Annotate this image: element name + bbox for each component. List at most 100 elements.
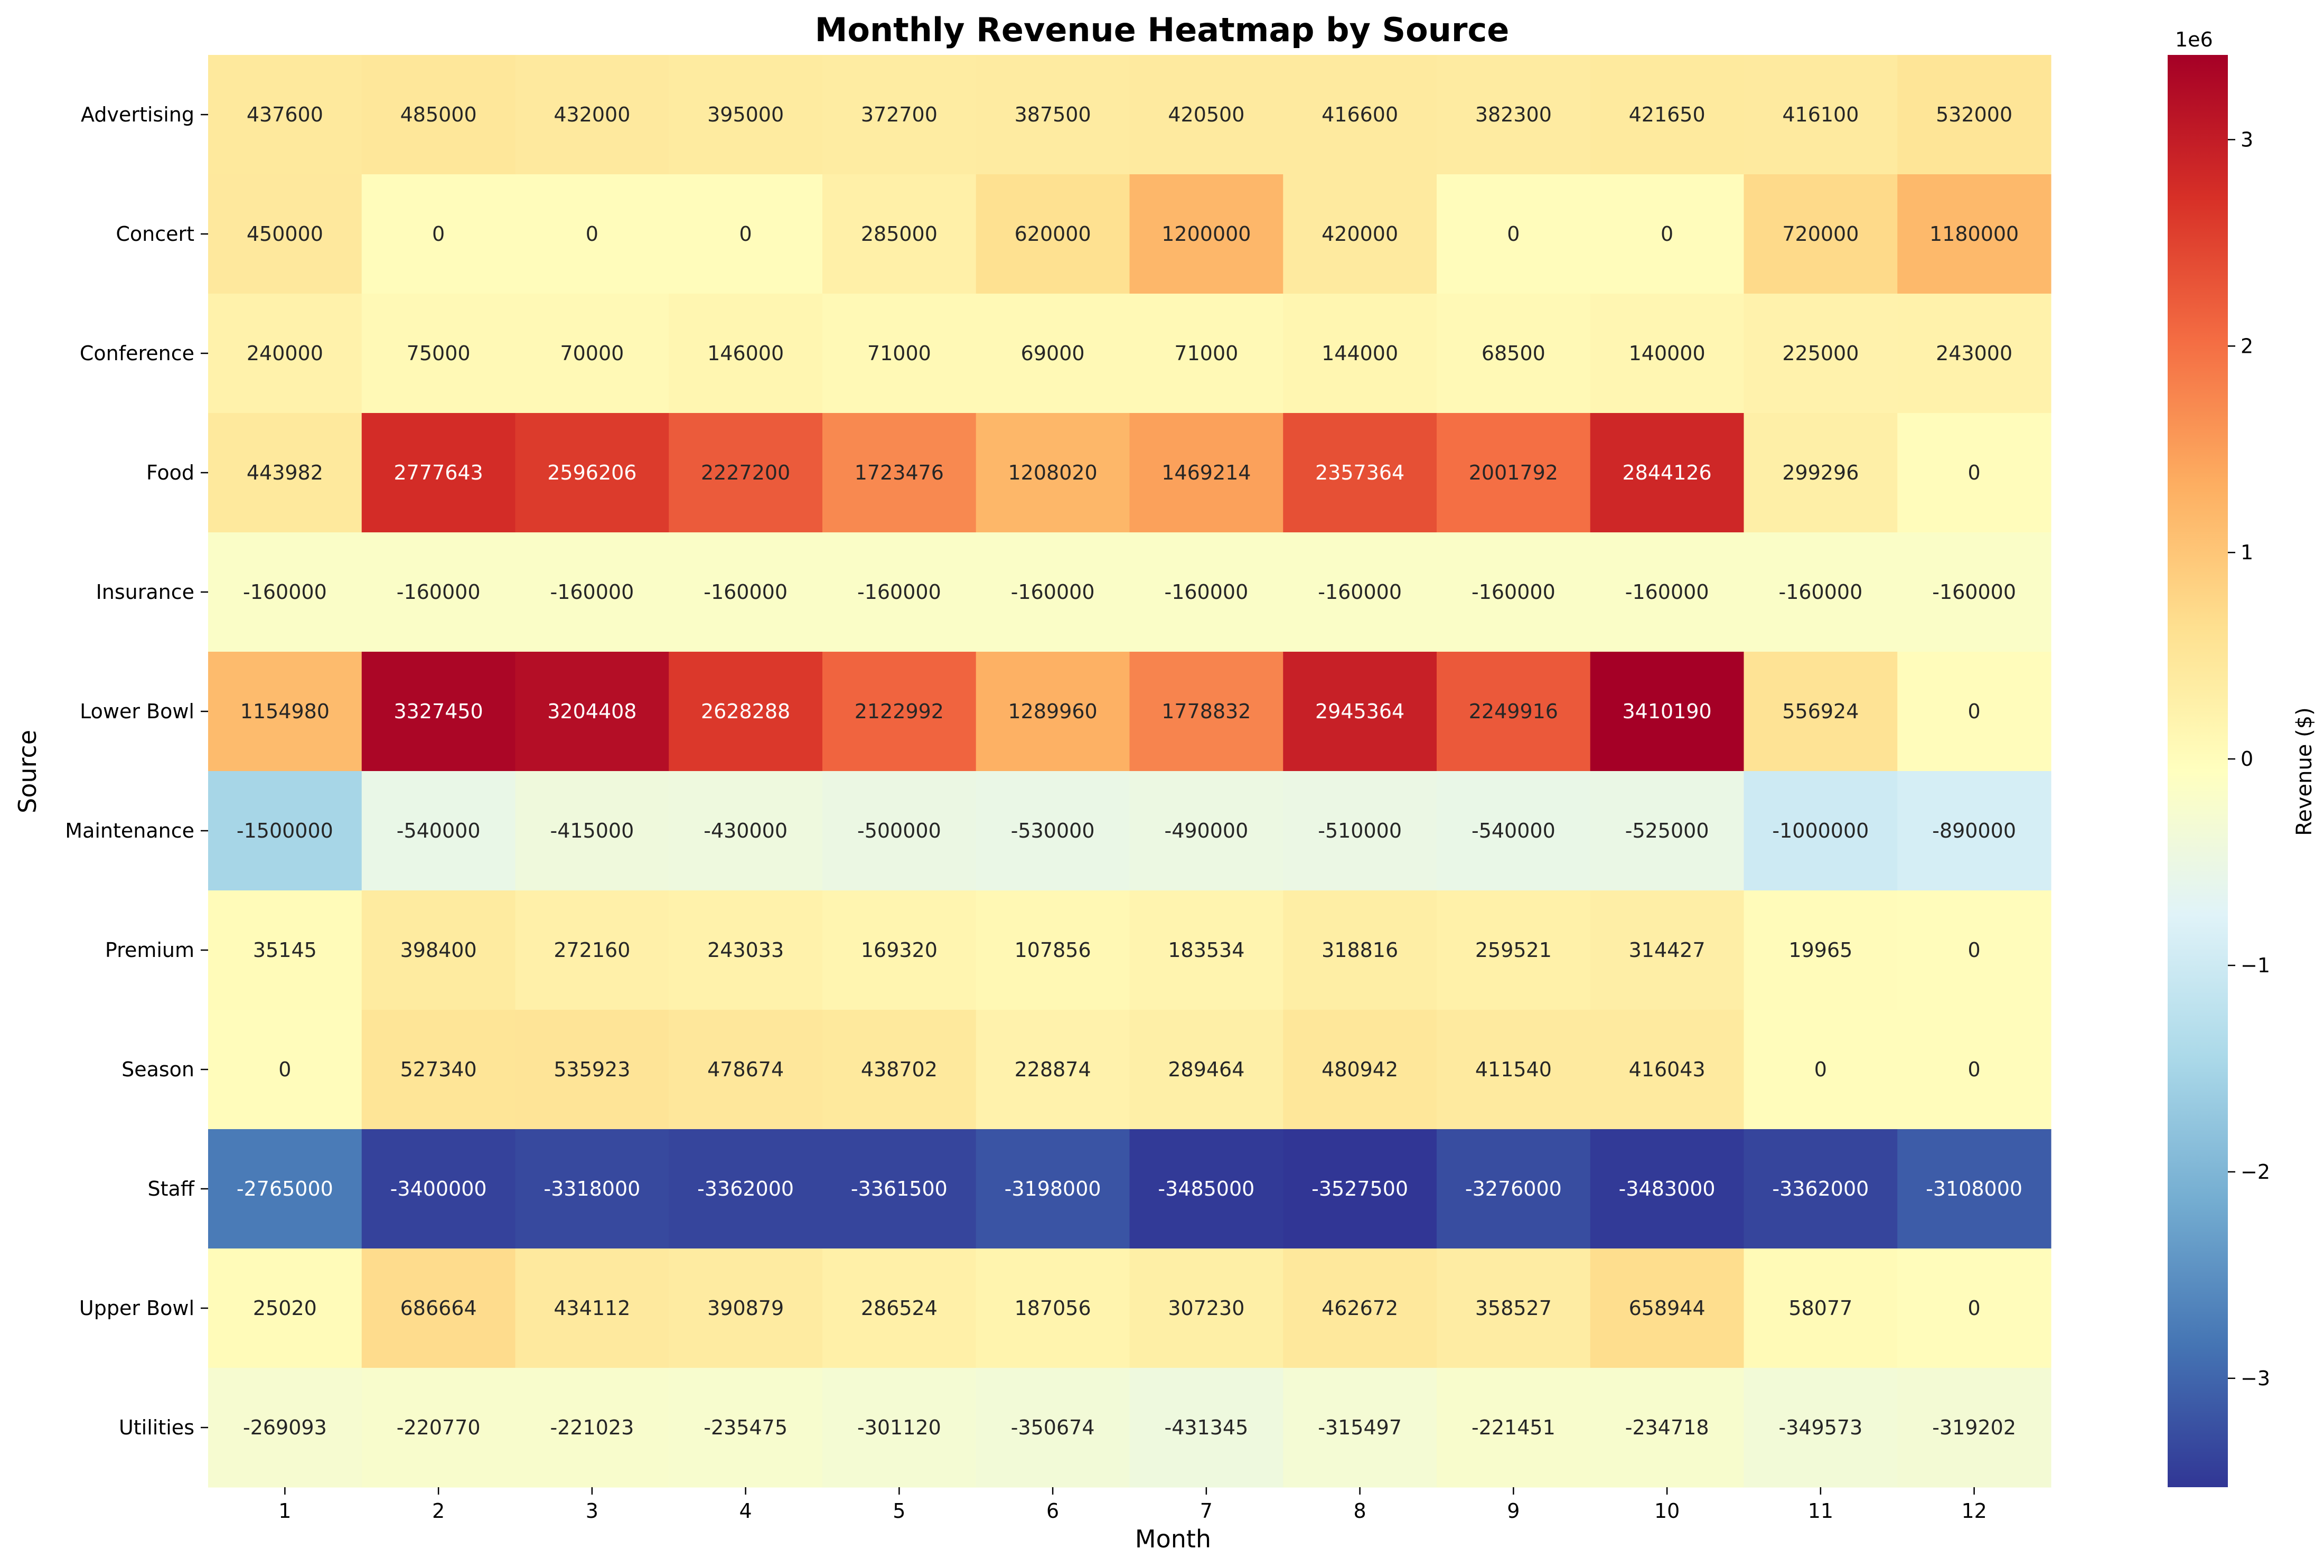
heatmap-cell xyxy=(361,294,516,414)
cell-value-label: 35145 xyxy=(253,938,317,962)
heatmap-cell xyxy=(1437,1010,1591,1130)
cell-value-label: -510000 xyxy=(1318,819,1402,842)
cell-value-label: 0 xyxy=(1814,1058,1827,1081)
cell-value-label: -315497 xyxy=(1318,1416,1402,1439)
cell-value-label: 686664 xyxy=(400,1297,477,1320)
y-tick-label: Food xyxy=(146,461,194,484)
cell-value-label: 416043 xyxy=(1629,1058,1705,1081)
y-tick-label: Upper Bowl xyxy=(79,1297,194,1320)
cell-value-label: 2628288 xyxy=(701,700,790,723)
heatmap-cell xyxy=(1437,652,1591,772)
heatmap-cell xyxy=(669,174,823,294)
heatmap-cell xyxy=(1590,532,1745,652)
cell-value-label: 462672 xyxy=(1322,1297,1398,1320)
cell-value-label: 2001792 xyxy=(1469,461,1558,484)
cell-value-label: 1208020 xyxy=(1008,461,1098,484)
cell-value-label: 443982 xyxy=(247,461,323,484)
colorbar-ticks: −3 −2 −1 0 1 2 3 xyxy=(2228,128,2270,1390)
cell-value-label: 2249916 xyxy=(1469,700,1558,723)
cell-value-label: 1154980 xyxy=(240,700,330,723)
cell-value-label: 71000 xyxy=(867,342,931,365)
heatmap-cell xyxy=(976,890,1130,1010)
cell-value-label: 382300 xyxy=(1475,103,1552,126)
heatmap-cell xyxy=(669,532,823,652)
cell-value-label: -160000 xyxy=(550,580,634,604)
heatmap-cell xyxy=(669,1368,823,1488)
heatmap-cell xyxy=(1283,1248,1437,1368)
heatmap-cell xyxy=(1744,1129,1898,1249)
heatmap-cell xyxy=(208,890,362,1010)
heatmap-cell xyxy=(1590,652,1745,772)
heatmap-cell xyxy=(669,294,823,414)
heatmap-cell xyxy=(822,771,977,891)
cell-value-label: -540000 xyxy=(397,819,481,842)
heatmap-cell xyxy=(361,413,516,533)
heatmap-cell xyxy=(1129,294,1283,414)
heatmap-cell xyxy=(976,1368,1130,1488)
y-tick-label: Season xyxy=(121,1058,194,1081)
heatmap-cell xyxy=(208,1248,362,1368)
cell-value-label: -160000 xyxy=(1318,580,1402,604)
cell-value-label: 1469214 xyxy=(1161,461,1251,484)
heatmap-cell xyxy=(1897,413,2051,533)
cell-value-label: -319202 xyxy=(1932,1416,2016,1439)
cell-value-label: 58077 xyxy=(1788,1297,1852,1320)
heatmap-cell xyxy=(1283,652,1437,772)
cell-value-label: 272160 xyxy=(554,938,630,962)
chart-title: Monthly Revenue Heatmap by Source xyxy=(815,11,1510,49)
cell-value-label: -160000 xyxy=(1011,580,1095,604)
heatmap-cell xyxy=(1744,652,1898,772)
heatmap-cell xyxy=(1283,55,1437,175)
heatmap-cell xyxy=(976,532,1130,652)
heatmap-cell xyxy=(361,55,516,175)
heatmap-cell xyxy=(822,890,977,1010)
cell-value-label: -3483000 xyxy=(1619,1177,1716,1200)
cell-value-label: 318816 xyxy=(1322,938,1398,962)
cell-value-label: 1723476 xyxy=(855,461,944,484)
heatmap-cell xyxy=(361,890,516,1010)
cell-value-label: -415000 xyxy=(550,819,634,842)
y-tick-label: Concert xyxy=(116,222,194,246)
heatmap-cell xyxy=(822,1248,977,1368)
cell-value-label: 416600 xyxy=(1322,103,1398,126)
cell-value-label: 437600 xyxy=(247,103,323,126)
heatmap-cell xyxy=(1744,413,1898,533)
cell-value-label: -431345 xyxy=(1164,1416,1248,1439)
heatmap-cell xyxy=(515,1368,669,1488)
heatmap-cell xyxy=(1437,1129,1591,1249)
cell-value-label: 434112 xyxy=(554,1297,630,1320)
x-axis-label: Month xyxy=(1135,1525,1211,1553)
cell-value-label: 2945364 xyxy=(1315,700,1404,723)
heatmap-cell xyxy=(1437,1368,1591,1488)
cell-value-label: -3276000 xyxy=(1465,1177,1562,1200)
cell-value-label: 420000 xyxy=(1322,222,1398,246)
cell-value-label: 289464 xyxy=(1168,1058,1244,1081)
heatmap-cell xyxy=(822,413,977,533)
cell-value-label: 1778832 xyxy=(1161,700,1251,723)
heatmap-cell xyxy=(1744,294,1898,414)
heatmap-cell xyxy=(1897,1129,2051,1249)
heatmap-cell xyxy=(1590,55,1745,175)
cell-value-label: 0 xyxy=(739,222,752,246)
heatmap-cell xyxy=(976,174,1130,294)
cell-value-label: -3318000 xyxy=(543,1177,640,1200)
cell-value-label: -160000 xyxy=(1778,580,1862,604)
heatmap-cell xyxy=(669,890,823,1010)
colorbar xyxy=(2168,55,2228,1487)
heatmap-cell xyxy=(976,413,1130,533)
heatmap-cell xyxy=(515,890,669,1010)
cell-value-label: -235475 xyxy=(704,1416,788,1439)
cell-value-label: -160000 xyxy=(1164,580,1248,604)
cell-value-label: 420500 xyxy=(1168,103,1244,126)
heatmap-cell xyxy=(208,1129,362,1249)
heatmap-cell xyxy=(976,652,1130,772)
x-tick-label: 7 xyxy=(1200,1499,1213,1523)
cell-value-label: 620000 xyxy=(1015,222,1091,246)
heatmap-cell xyxy=(1283,1368,1437,1488)
cell-value-label: -221451 xyxy=(1472,1416,1555,1439)
heatmap-cell xyxy=(1590,174,1745,294)
cell-value-label: -160000 xyxy=(1625,580,1709,604)
cell-value-label: -2765000 xyxy=(237,1177,333,1200)
heatmap-cell xyxy=(515,174,669,294)
cell-value-label: 485000 xyxy=(400,103,477,126)
